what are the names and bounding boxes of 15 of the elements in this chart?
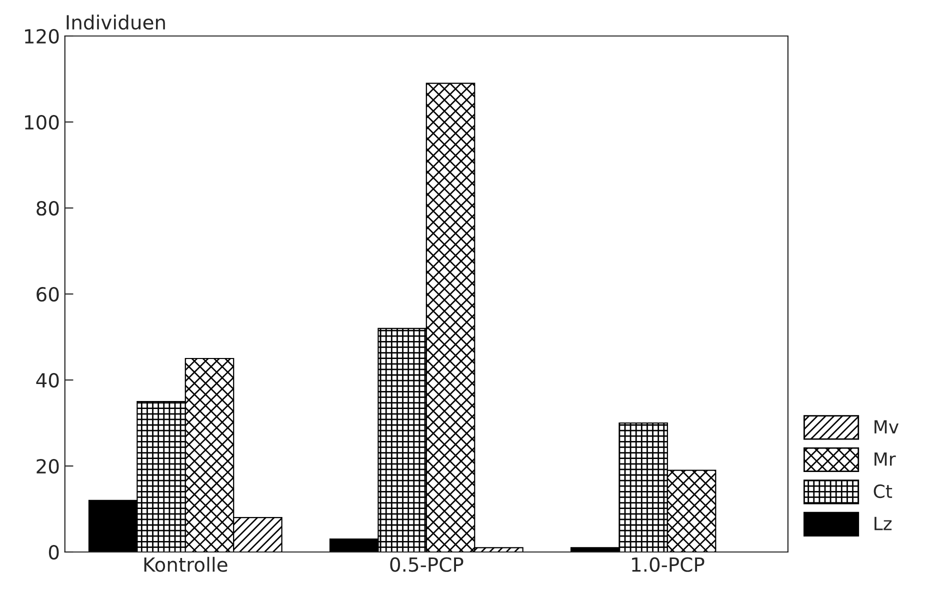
x-tick-label: 0.5-PCP xyxy=(390,557,464,572)
legend-label: Mv xyxy=(874,420,899,434)
y-axis-title: Individuen xyxy=(66,14,165,30)
legend-label: Ct xyxy=(874,484,892,498)
legend-label: Lz xyxy=(874,516,892,530)
y-tick-label: 120 xyxy=(25,28,59,44)
y-tick-label: 60 xyxy=(36,286,59,302)
y-tick-label: 20 xyxy=(36,458,59,474)
legend-label: Mr xyxy=(874,452,896,466)
y-tick-label: 80 xyxy=(36,200,59,216)
x-tick-label: 1.0-PCP xyxy=(632,557,704,572)
y-tick-label: 40 xyxy=(36,372,59,388)
y-tick-label: 0 xyxy=(48,544,59,560)
x-tick-label: Kontrolle xyxy=(144,556,228,572)
y-tick-label: 100 xyxy=(25,114,59,130)
